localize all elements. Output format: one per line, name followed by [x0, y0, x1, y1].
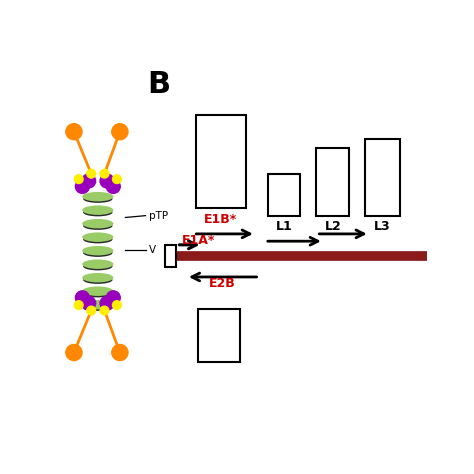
Ellipse shape [83, 263, 112, 270]
Circle shape [66, 345, 82, 361]
Ellipse shape [82, 192, 113, 201]
Text: L2: L2 [325, 220, 341, 233]
Ellipse shape [83, 289, 112, 297]
Bar [198, 309, 240, 362]
Ellipse shape [82, 259, 113, 269]
Bar [196, 115, 246, 209]
Text: Iva2
Pol
pTP: Iva2 Pol pTP [205, 312, 233, 359]
Ellipse shape [83, 236, 112, 243]
Ellipse shape [83, 209, 112, 216]
Circle shape [82, 296, 96, 310]
Circle shape [75, 291, 90, 305]
Circle shape [112, 124, 128, 140]
Ellipse shape [82, 219, 113, 228]
Bar [164, 245, 176, 267]
Circle shape [87, 169, 96, 178]
Text: E1A*: E1A* [182, 234, 216, 247]
Circle shape [106, 291, 120, 305]
Circle shape [100, 174, 114, 188]
Text: p
He
Prot: p He Prot [372, 159, 393, 195]
Bar [268, 173, 300, 216]
Bar [365, 139, 400, 216]
Circle shape [100, 296, 114, 310]
Text: III
pVII
V
pX: III pVII V pX [322, 157, 344, 207]
Text: L1: L1 [276, 220, 292, 233]
Ellipse shape [82, 300, 113, 310]
Ellipse shape [82, 286, 113, 296]
Circle shape [74, 175, 83, 183]
Ellipse shape [83, 249, 112, 257]
Circle shape [112, 345, 128, 361]
Ellipse shape [83, 222, 112, 230]
Text: 5'ITR: 5'ITR [166, 245, 175, 267]
Text: E1A
E1B-19k
E1B-55k
IX: E1A E1B-19k E1B-55k IX [195, 137, 246, 187]
Text: E2B: E2B [210, 277, 236, 291]
Text: E1B*: E1B* [204, 213, 237, 226]
Text: L3: L3 [374, 220, 391, 233]
Text: V: V [149, 246, 156, 255]
Ellipse shape [82, 273, 113, 283]
Circle shape [100, 169, 109, 178]
Circle shape [82, 174, 96, 188]
Circle shape [100, 306, 109, 315]
Ellipse shape [82, 205, 113, 215]
Text: B: B [147, 70, 170, 99]
Ellipse shape [83, 195, 112, 203]
Ellipse shape [83, 303, 112, 311]
Ellipse shape [82, 232, 113, 242]
Text: pTP: pTP [149, 210, 168, 220]
Circle shape [74, 301, 83, 310]
Circle shape [75, 180, 90, 193]
Ellipse shape [83, 276, 112, 284]
Circle shape [112, 301, 121, 310]
Circle shape [112, 175, 121, 183]
Circle shape [106, 180, 120, 193]
Circle shape [87, 306, 96, 315]
Text: 52k
pIIIa: 52k pIIIa [272, 183, 296, 206]
Ellipse shape [82, 246, 113, 255]
Bar [316, 148, 349, 216]
Circle shape [66, 124, 82, 140]
